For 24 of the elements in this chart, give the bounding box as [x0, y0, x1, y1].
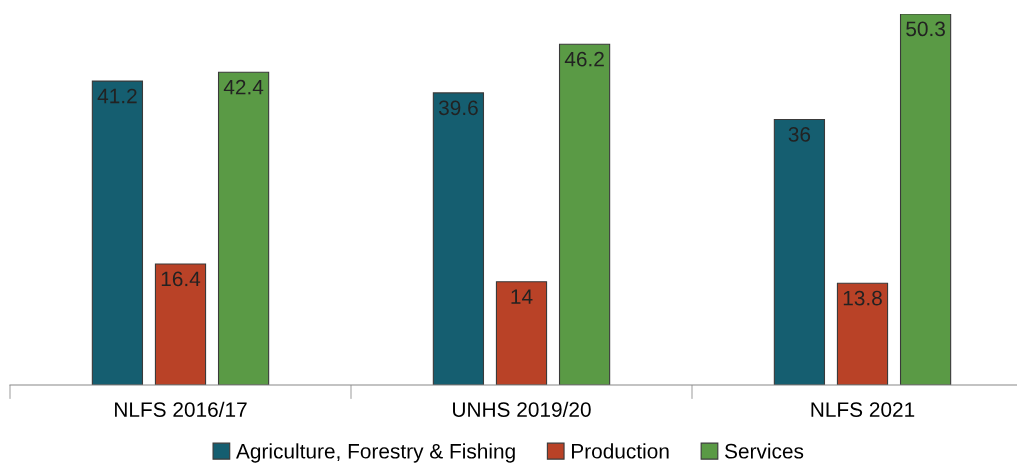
bar [432, 92, 485, 385]
bar [91, 80, 144, 385]
legend-label: Production [572, 443, 669, 459]
x-tick-label: UNHS 2019/20 [453, 401, 591, 417]
data-label: 50.3 [906, 21, 945, 37]
data-label: 41.2 [97, 88, 137, 104]
legend-label: Services [725, 443, 804, 459]
data-label: 13.8 [843, 290, 882, 306]
x-tick-label: NLFS 2016/17 [115, 401, 247, 417]
data-label: 46.2 [564, 51, 604, 67]
bar [154, 263, 207, 385]
legend-label: Agriculture, Forestry & Fishing [236, 443, 515, 463]
data-label: 16.4 [161, 271, 201, 287]
data-label: 36 [788, 126, 811, 142]
bar [899, 14, 952, 385]
data-label: 14 [511, 289, 533, 304]
bar [558, 43, 611, 385]
x-tick-label: NLFS 2021 [811, 402, 915, 417]
bar [495, 281, 548, 385]
bar [836, 282, 889, 385]
bar [773, 118, 826, 385]
bar [217, 71, 270, 385]
data-label: 42.4 [223, 79, 264, 95]
data-label: 39.6 [438, 100, 478, 116]
